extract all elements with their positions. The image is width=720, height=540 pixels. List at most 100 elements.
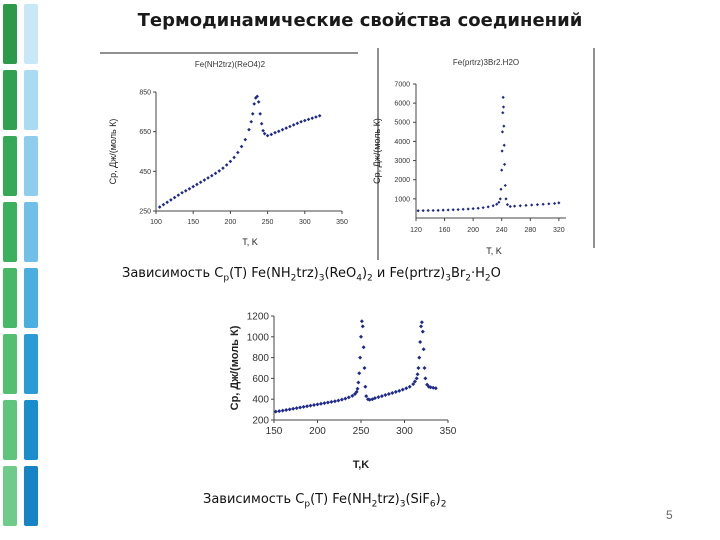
data-point [415,372,420,377]
data-point [418,340,423,344]
data-point [504,197,508,201]
data-point [508,204,512,209]
data-point [312,403,317,408]
data-point [500,149,504,153]
data-point [339,397,344,402]
y-tick-label: 1000 [247,332,270,343]
x-tick-label: 320 [553,227,565,234]
data-point [416,366,421,370]
data-point [486,205,490,209]
data-point [288,124,292,129]
data-point [280,127,285,132]
y-tick-label: 850 [139,89,151,96]
data-point [276,129,281,134]
data-point [512,204,517,208]
data-point [411,382,416,387]
y-tick-label: 1000 [394,196,410,203]
data-point [451,208,455,212]
data-point [172,195,177,200]
data-point [541,202,545,206]
data-point [400,387,405,392]
x-tick-label: 300 [396,426,413,437]
data-point [441,208,445,212]
data-point [397,388,402,393]
data-point [367,397,372,402]
data-point [416,209,420,213]
data-point [359,319,364,324]
x-tick-label: 100 [150,219,162,226]
data-point [298,405,303,410]
x-tick-label: 250 [353,426,370,437]
data-point [221,166,225,170]
data-point [502,162,507,166]
data-point [359,334,363,339]
data-point [291,406,296,411]
data-point [428,385,433,390]
decor-stripe-dark [3,4,17,534]
data-point [502,143,506,147]
data-point [431,208,435,213]
data-point [446,208,450,212]
chart-re04: 100 150 200 250 300 350 250 450 650 850 Fe(NH2trz)… [100,52,358,247]
data-point [183,188,188,193]
data-point [497,200,501,204]
y-tick-label: 7000 [394,81,410,88]
data-point [535,203,540,207]
x-tick-label: 280 [524,227,536,234]
data-point [361,345,366,350]
chart-prtrz: 120 160 200 240 280 320 1000 2000 3000 4000 5000 60… [372,48,595,260]
data-point [419,324,424,329]
x-tick-label: 350 [440,426,457,437]
data-point [500,168,504,172]
slide-title: Термодинамические свойства соединений [137,10,583,31]
data-point [425,382,430,387]
data-point [169,198,173,202]
data-point [303,118,307,123]
chart-title: Fe(prtrz)3Br2.H2O [453,58,519,67]
x-axis-label: T, K [242,237,258,247]
data-point [365,397,370,402]
data-point [284,126,288,130]
data-point [346,395,351,400]
data-point [232,155,236,160]
data-point [187,186,192,191]
data-point [247,127,251,132]
data-point [423,376,428,381]
data-point [258,112,262,116]
x-tick-label: 200 [225,219,237,226]
data-point [252,102,257,106]
data-point [262,131,267,136]
data-point [213,171,218,176]
data-point [407,384,412,389]
data-point [202,178,207,182]
data-point [420,329,425,334]
data-point [500,130,505,134]
data-point [301,404,306,409]
x-tick-label: 300 [299,219,311,226]
data-point [412,379,417,384]
data-point [269,132,274,137]
data-point [417,355,422,360]
data-point [165,200,169,205]
data-point [180,190,184,195]
data-point [228,159,233,164]
data-point [299,119,303,124]
data-point [499,187,503,191]
data-point [362,366,367,370]
y-tick-label: 400 [252,395,269,406]
y-tick-label: 650 [139,129,151,136]
y-tick-label: 5000 [394,120,410,127]
y-tick-label: 200 [252,416,269,427]
data-point [191,184,195,189]
data-point [419,320,424,325]
chart-title: Fe(NH2trz)(ReO4)2 [195,60,266,69]
x-axis-label: T, K [486,246,502,256]
data-point [253,96,258,100]
data-point [372,396,377,401]
data-point [157,205,162,209]
data-point [466,207,470,211]
data-point [255,94,259,99]
caption-bottom: Зависимость Cp(T) Fe(NH2trz)3(SiF6)2 [203,492,447,510]
data-point [364,394,369,399]
data-point [404,386,409,391]
